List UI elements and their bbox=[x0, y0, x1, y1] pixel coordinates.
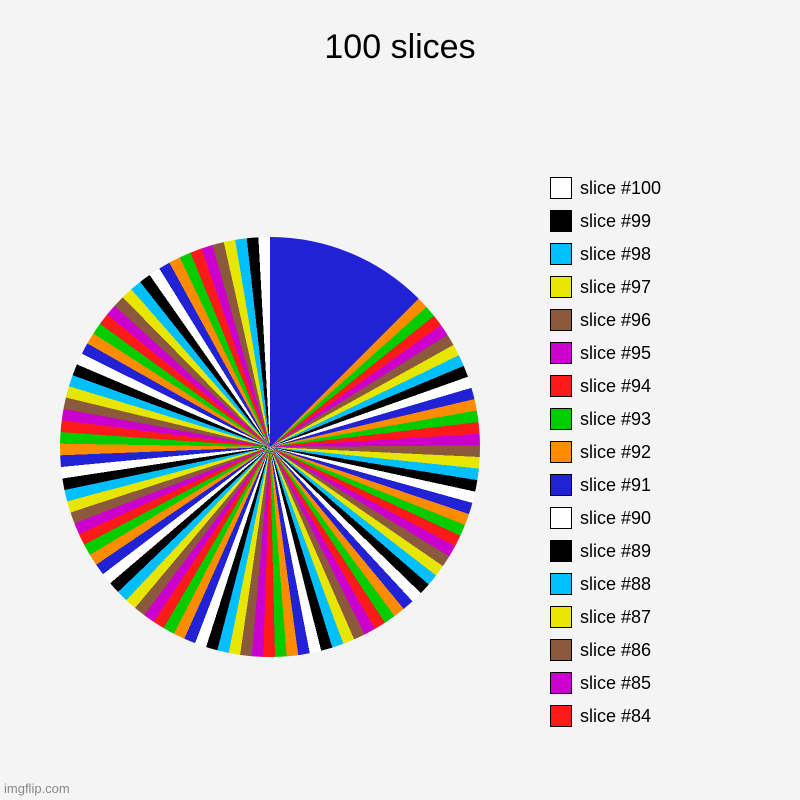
legend-swatch bbox=[550, 474, 572, 496]
legend-item: slice #89 bbox=[550, 540, 730, 562]
legend-item: slice #87 bbox=[550, 606, 730, 628]
legend-swatch bbox=[550, 408, 572, 430]
legend-label: slice #90 bbox=[580, 508, 651, 529]
legend-swatch bbox=[550, 507, 572, 529]
legend-label: slice #91 bbox=[580, 475, 651, 496]
legend-swatch bbox=[550, 639, 572, 661]
legend-label: slice #88 bbox=[580, 574, 651, 595]
legend-swatch bbox=[550, 243, 572, 265]
legend-swatch bbox=[550, 441, 572, 463]
chart-title: 100 slices bbox=[0, 0, 800, 67]
legend-label: slice #99 bbox=[580, 211, 651, 232]
legend-item: slice #95 bbox=[550, 342, 730, 364]
legend-item: slice #93 bbox=[550, 408, 730, 430]
legend-swatch bbox=[550, 375, 572, 397]
watermark: imgflip.com bbox=[4, 781, 70, 796]
legend-item: slice #86 bbox=[550, 639, 730, 661]
legend-item: slice #90 bbox=[550, 507, 730, 529]
chart-area: slice #100 slice #99 slice #98 slice #97 sli… bbox=[0, 67, 800, 787]
legend-item: slice #91 bbox=[550, 474, 730, 496]
legend-label: slice #95 bbox=[580, 343, 651, 364]
legend-item: slice #88 bbox=[550, 573, 730, 595]
legend-label: slice #86 bbox=[580, 640, 651, 661]
legend-swatch bbox=[550, 276, 572, 298]
legend-item: slice #94 bbox=[550, 375, 730, 397]
legend-item: slice #84 bbox=[550, 705, 730, 727]
legend-item: slice #92 bbox=[550, 441, 730, 463]
legend-label: slice #96 bbox=[580, 310, 651, 331]
legend-swatch bbox=[550, 210, 572, 232]
legend-item: slice #96 bbox=[550, 309, 730, 331]
legend-swatch bbox=[550, 573, 572, 595]
legend-swatch bbox=[550, 540, 572, 562]
legend-label: slice #85 bbox=[580, 673, 651, 694]
legend-item: slice #97 bbox=[550, 276, 730, 298]
legend-item: slice #99 bbox=[550, 210, 730, 232]
legend-label: slice #97 bbox=[580, 277, 651, 298]
legend-swatch bbox=[550, 177, 572, 199]
legend-label: slice #89 bbox=[580, 541, 651, 562]
legend: slice #100 slice #99 slice #98 slice #97 sli… bbox=[550, 177, 730, 738]
legend-label: slice #93 bbox=[580, 409, 651, 430]
legend-swatch bbox=[550, 342, 572, 364]
legend-label: slice #92 bbox=[580, 442, 651, 463]
legend-label: slice #94 bbox=[580, 376, 651, 397]
legend-swatch bbox=[550, 606, 572, 628]
pie-chart bbox=[60, 237, 480, 657]
legend-item: slice #98 bbox=[550, 243, 730, 265]
legend-swatch bbox=[550, 672, 572, 694]
legend-label: slice #84 bbox=[580, 706, 651, 727]
legend-item: slice #100 bbox=[550, 177, 730, 199]
legend-swatch bbox=[550, 705, 572, 727]
legend-label: slice #87 bbox=[580, 607, 651, 628]
legend-label: slice #98 bbox=[580, 244, 651, 265]
legend-swatch bbox=[550, 309, 572, 331]
legend-item: slice #85 bbox=[550, 672, 730, 694]
legend-label: slice #100 bbox=[580, 178, 661, 199]
